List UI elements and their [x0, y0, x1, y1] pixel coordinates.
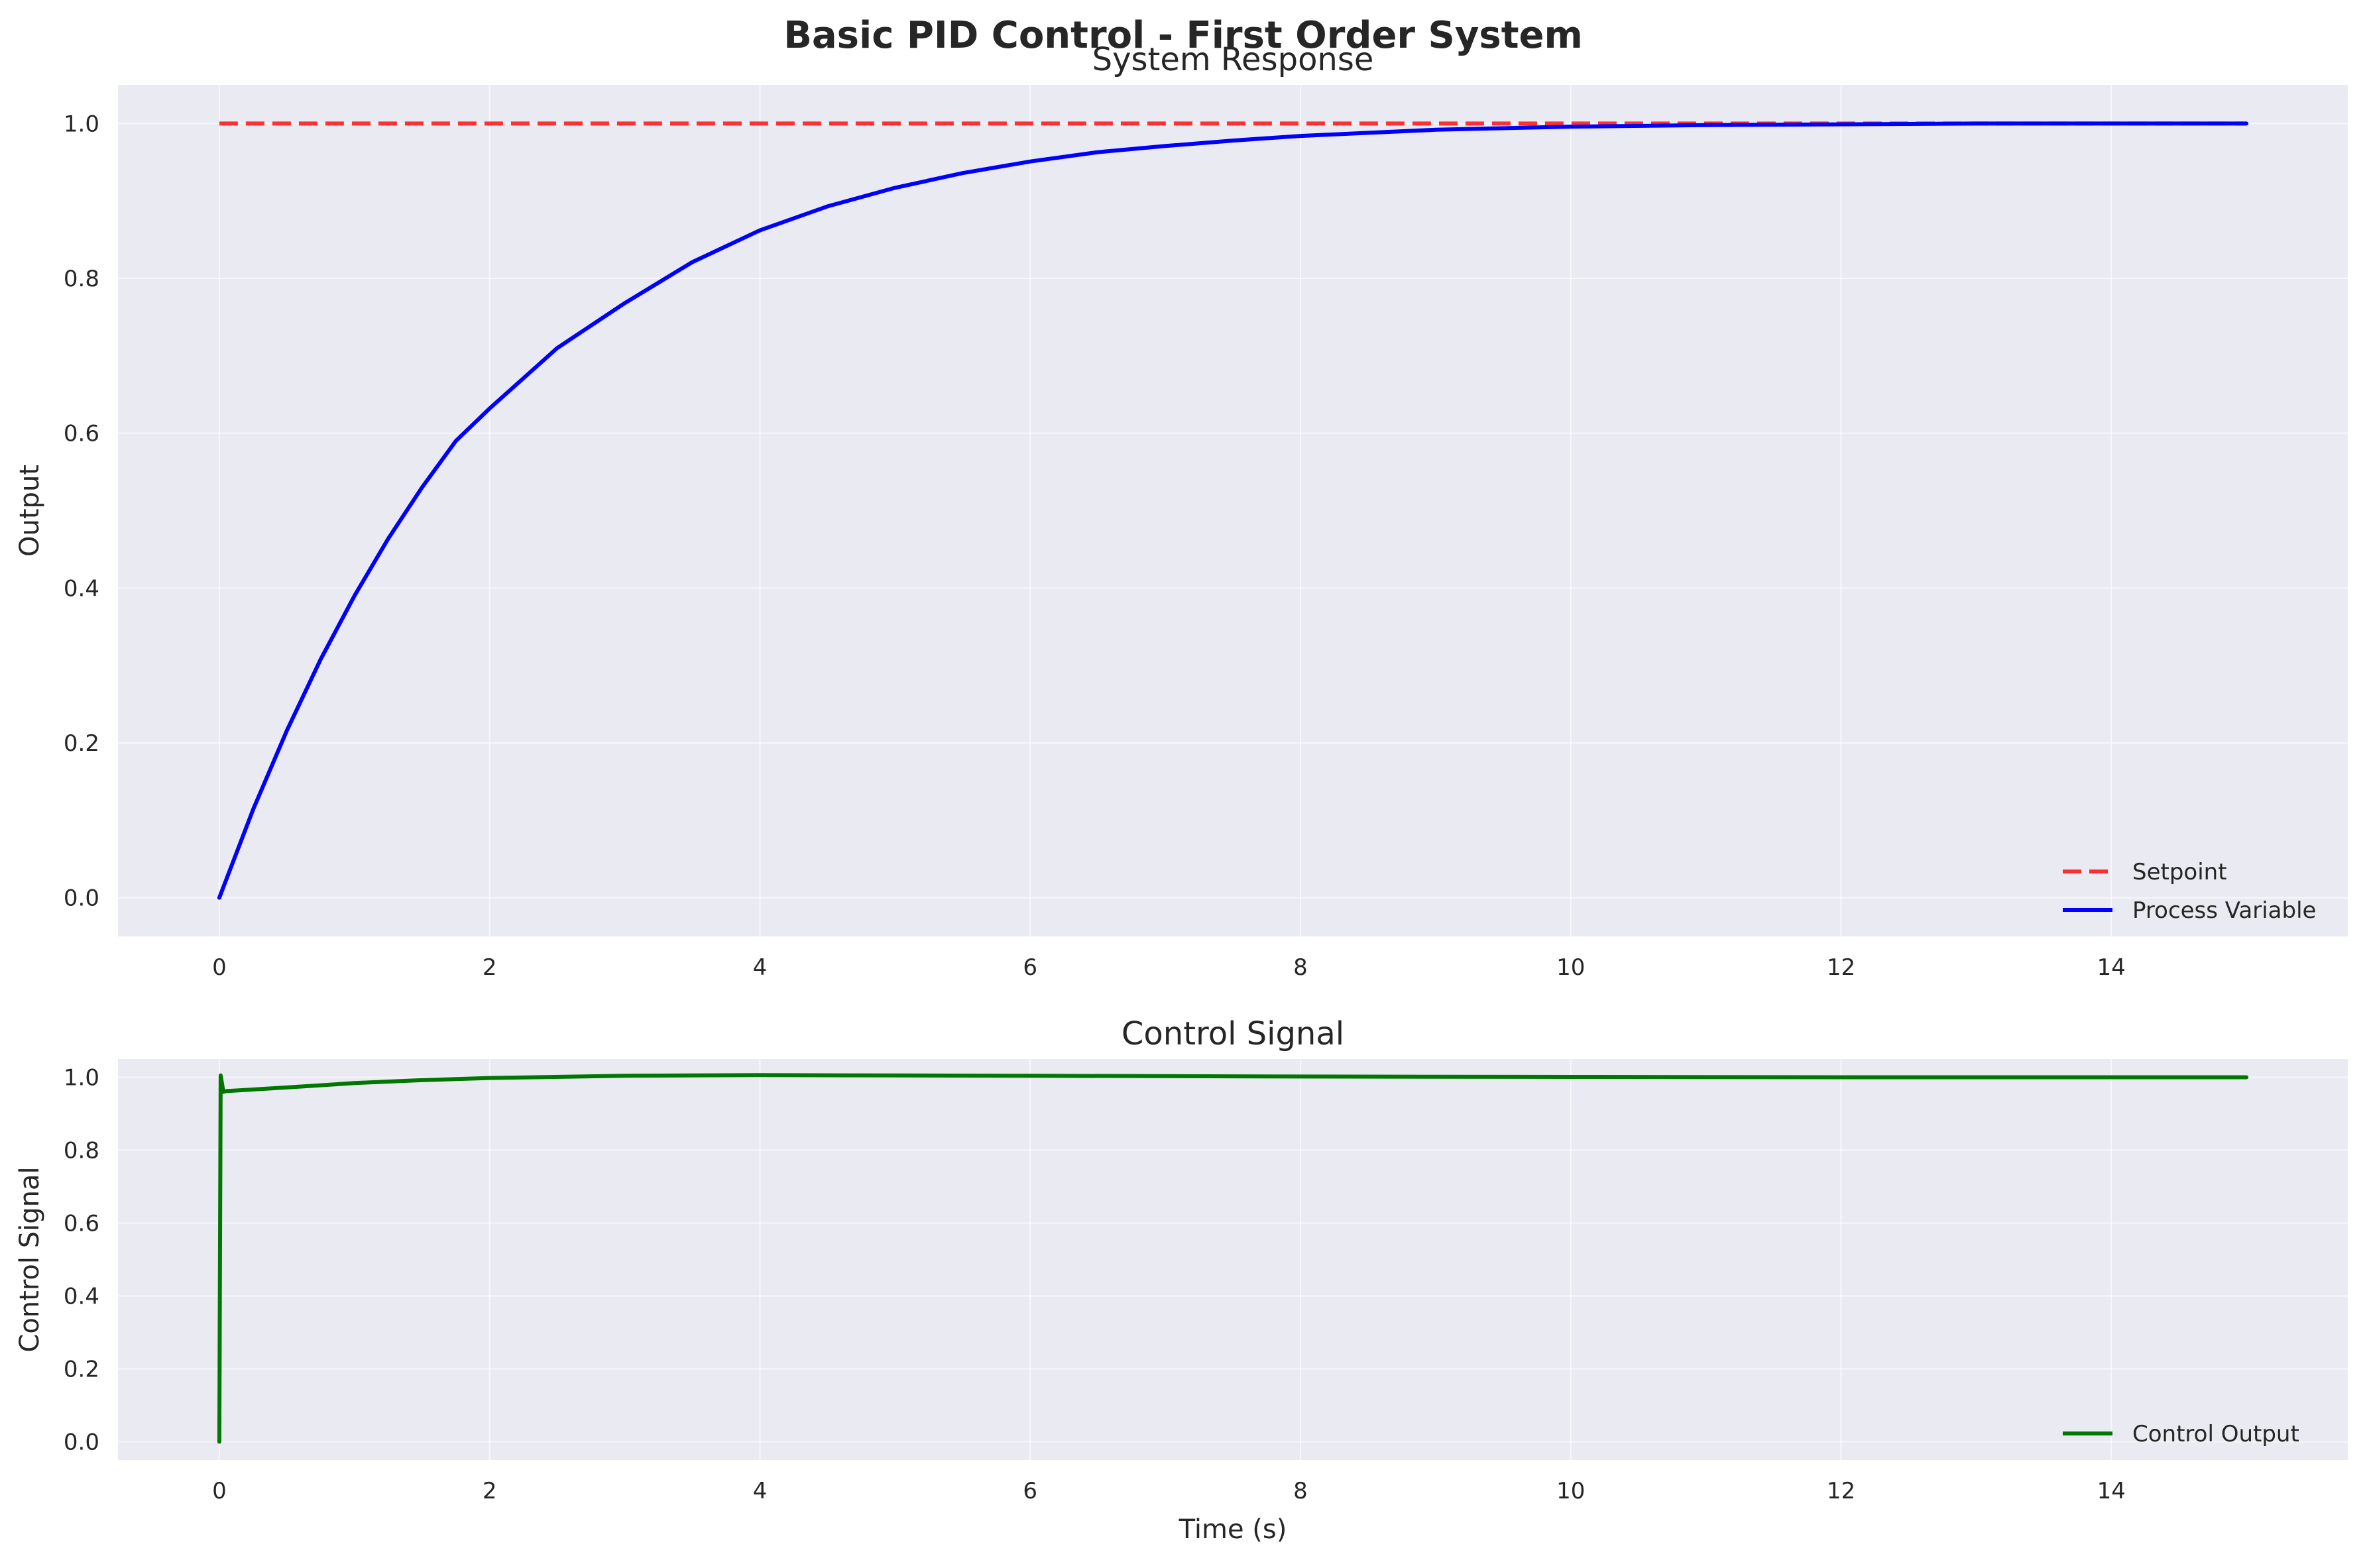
y-tick-label: 0.4 — [64, 575, 99, 602]
x-tick-label: 6 — [1023, 1478, 1037, 1504]
y-tick-label: 0.0 — [64, 885, 99, 912]
y-tick-label: 0.2 — [64, 1357, 99, 1383]
x-tick-label: 10 — [1556, 954, 1585, 981]
legend-label: Setpoint — [2132, 859, 2227, 885]
x-tick-label: 4 — [753, 1478, 768, 1504]
y-tick-label: 0.8 — [64, 266, 99, 292]
plot-area — [118, 1059, 2348, 1460]
control-signal-axes: 0 2 4 6 8 10 12 14 0.0 0.2 0.4 0.6 0.8 1.0 Control Sig… — [15, 1015, 2348, 1545]
y-axis-label: Output — [15, 465, 45, 557]
x-axis-label: Time (s) — [1179, 1514, 1287, 1545]
y-tick-label: 0.8 — [64, 1138, 99, 1164]
figure-title: Basic PID Control - First Order System — [783, 14, 1583, 57]
x-tick-label: 14 — [2097, 1478, 2126, 1504]
y-tick-label: 0.6 — [64, 421, 99, 447]
x-tick-label: 2 — [483, 954, 497, 981]
x-tick-label: 0 — [212, 954, 227, 981]
plot-area — [118, 85, 2348, 936]
x-tick-label: 12 — [1827, 1478, 1855, 1504]
y-tick-label: 0.0 — [64, 1429, 99, 1456]
x-tick-label: 0 — [212, 1478, 227, 1504]
system-response-axes: 0 2 4 6 8 10 12 14 0.0 0.2 0.4 0.6 0.8 1.0 System Resp… — [15, 41, 2348, 981]
x-tick-label: 8 — [1293, 954, 1308, 981]
x-tick-label: 8 — [1293, 1478, 1308, 1504]
y-axis-label: Control Signal — [15, 1166, 45, 1352]
y-tick-label: 0.2 — [64, 730, 99, 757]
x-tick-label: 4 — [753, 954, 768, 981]
x-tick-label: 12 — [1827, 954, 1855, 981]
x-tick-label: 10 — [1556, 1478, 1585, 1504]
legend-label: Process Variable — [2132, 897, 2316, 924]
series-line-1 — [217, 1073, 2249, 1444]
series-line-2 — [217, 121, 2249, 900]
legend-label: Control Output — [2132, 1421, 2299, 1447]
x-tick-label: 2 — [483, 1478, 497, 1504]
y-tick-label: 0.6 — [64, 1211, 99, 1237]
y-tick-label: 1.0 — [64, 111, 99, 137]
y-tick-label: 0.4 — [64, 1284, 99, 1310]
y-tick-label: 1.0 — [64, 1065, 99, 1092]
axes-title: Control Signal — [1122, 1015, 1344, 1052]
x-tick-label: 14 — [2097, 954, 2126, 981]
x-tick-label: 6 — [1023, 954, 1037, 981]
axes-title: System Response — [1092, 41, 1374, 78]
